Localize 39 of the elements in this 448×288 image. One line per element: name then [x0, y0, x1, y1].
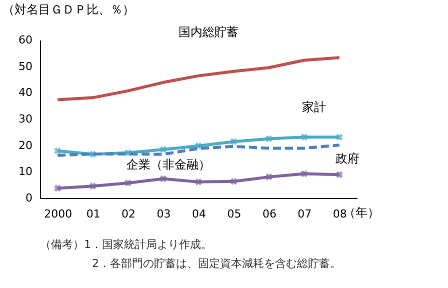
- point: [160, 146, 167, 154]
- point: [336, 171, 343, 178]
- text: （備考）1．国家統計局より作成。: [40, 238, 212, 251]
- x-tick-label: 02: [122, 208, 136, 220]
- y-tick-label: 40: [18, 86, 32, 100]
- y-tick-label: 20: [18, 138, 32, 152]
- x-tick-label: 07: [298, 208, 312, 220]
- point: [265, 173, 272, 180]
- text: 国内総貯蓄: [178, 24, 238, 39]
- y-tick-label: 30: [18, 112, 32, 126]
- series-label: 企業（非金融）: [126, 157, 210, 172]
- text: 2．各部門の貯蓄は、固定資本減耗を含む総貯蓄。: [92, 257, 341, 270]
- y-tick-label: 60: [18, 34, 32, 46]
- series-label: 政府: [335, 152, 360, 166]
- x-tick-label: 05: [227, 208, 242, 220]
- series-label: 家計: [302, 100, 326, 114]
- point: [124, 179, 132, 186]
- x-tick-label: 01: [86, 208, 100, 220]
- y-tick-label: 50: [18, 60, 32, 73]
- line-series: [56, 56, 341, 102]
- point: [265, 135, 272, 142]
- point: [54, 184, 62, 192]
- point: [300, 134, 308, 141]
- y-axis-title: （対名目ＧＤＰ比、％）: [2, 2, 134, 16]
- point: [230, 138, 238, 146]
- y-tick-label: 0: [26, 192, 32, 204]
- x-tick-label: 06: [262, 208, 276, 220]
- point: [160, 175, 167, 182]
- point: [300, 170, 308, 178]
- point: [54, 147, 62, 154]
- point: [195, 178, 202, 186]
- point: [89, 182, 96, 190]
- x-tick-label: 03: [156, 208, 171, 220]
- point: [336, 134, 343, 141]
- y-tick-label: 10: [18, 165, 32, 178]
- x-tick-label: 2000: [44, 208, 72, 220]
- x-tick-label: 04: [192, 208, 206, 220]
- point: [195, 142, 202, 150]
- point: [230, 178, 238, 185]
